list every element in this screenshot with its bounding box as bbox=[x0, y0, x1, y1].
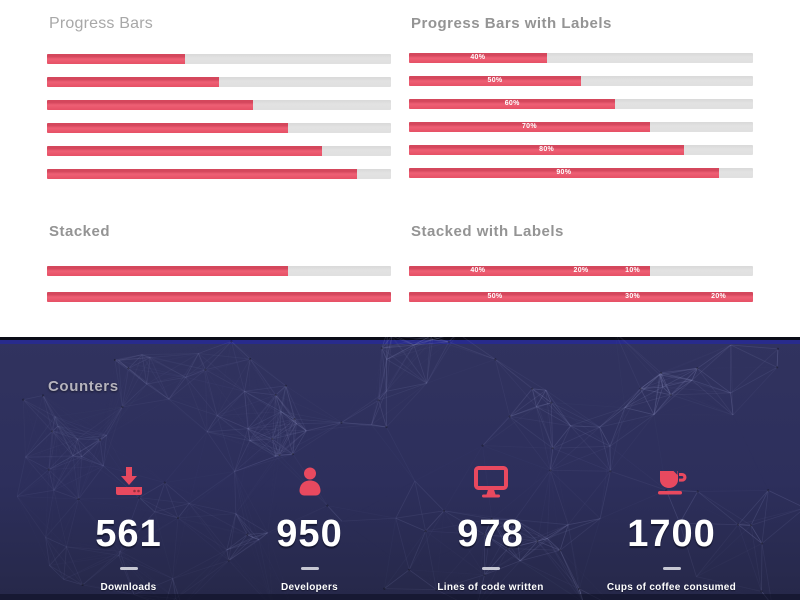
counter: 978 Lines of code written bbox=[400, 464, 581, 593]
segment-percent-label: 10% bbox=[625, 267, 641, 274]
counter-divider bbox=[119, 567, 138, 570]
progress-bar: 60% bbox=[409, 99, 753, 109]
progress-demo-area: Progress Bars Progress Bars with Labels … bbox=[47, 15, 753, 318]
counter-label: Downloads bbox=[100, 582, 157, 593]
progress-fill-segment: 20% bbox=[684, 292, 753, 302]
section-title-counters: Counters bbox=[48, 378, 119, 395]
section-top-edge-dark bbox=[0, 337, 800, 340]
progress-bars-group bbox=[47, 54, 391, 179]
progress-bar: 90% bbox=[409, 168, 753, 178]
progress-fill-segment bbox=[47, 100, 254, 110]
progress-bar: 40% bbox=[409, 53, 753, 63]
stacked-labeled-section: Stacked with Labels 40% 20% 10% 50% 30% 20% bbox=[409, 223, 753, 318]
section-title-stacked: Stacked bbox=[49, 223, 111, 240]
segment-percent-label: 30% bbox=[625, 293, 641, 300]
segment-percent-label: 20% bbox=[573, 267, 589, 274]
progress-bar: 70% bbox=[409, 122, 753, 132]
progress-bars-labeled-section: Progress Bars with Labels 40% 50% 60% 70% 80… bbox=[409, 15, 753, 192]
progress-bar: 50% bbox=[409, 76, 753, 86]
progress-fill-segment: 50% bbox=[409, 76, 581, 86]
person-icon bbox=[219, 464, 400, 502]
progress-fill-segment bbox=[322, 292, 391, 302]
progress-row: Progress Bars Progress Bars with Labels … bbox=[47, 15, 753, 192]
counter-divider bbox=[481, 567, 500, 570]
counter-label: Lines of code written bbox=[437, 582, 544, 593]
progress-fill-segment: 80% bbox=[409, 145, 685, 155]
counter: 950 Developers bbox=[219, 464, 400, 593]
progress-fill-segment bbox=[47, 54, 185, 64]
counter: 1700 Cups of coffee consumed bbox=[581, 464, 762, 593]
stacked-section: Stacked bbox=[47, 223, 391, 318]
progress-fill-segment bbox=[47, 123, 288, 133]
progress-fill-segment: 40% bbox=[409, 266, 547, 276]
counter-divider bbox=[300, 567, 319, 570]
counter-value: 978 bbox=[457, 513, 524, 555]
stacked-bars-labeled-group: 40% 20% 10% 50% 30% 20% bbox=[409, 266, 753, 302]
progress-fill-segment: 60% bbox=[409, 99, 616, 109]
counter-value: 561 bbox=[95, 513, 162, 555]
segment-percent-label: 50% bbox=[487, 77, 503, 84]
progress-bar: 40% 20% 10% bbox=[409, 266, 753, 276]
progress-bar: 50% 30% 20% bbox=[409, 292, 753, 302]
segment-percent-label: 80% bbox=[539, 146, 555, 153]
monitor-icon bbox=[400, 464, 581, 502]
segment-percent-label: 20% bbox=[711, 293, 727, 300]
segment-percent-label: 40% bbox=[470, 54, 486, 61]
counters-section: Counters 561 Downloads 950 Developers 978 Lin… bbox=[0, 337, 800, 600]
counter-label: Developers bbox=[281, 582, 338, 593]
progress-bars-labeled-group: 40% 50% 60% 70% 80% 90% bbox=[409, 53, 753, 178]
progress-fill-segment bbox=[219, 292, 323, 302]
progress-bar bbox=[47, 169, 391, 179]
counter-value: 1700 bbox=[627, 513, 716, 555]
progress-fill-segment: 10% bbox=[615, 266, 650, 276]
progress-bar bbox=[47, 146, 391, 156]
progress-fill-segment bbox=[47, 169, 357, 179]
progress-bars-section: Progress Bars bbox=[47, 15, 391, 192]
segment-percent-label: 60% bbox=[504, 100, 520, 107]
progress-bar: 80% bbox=[409, 145, 753, 155]
counter-row: 561 Downloads 950 Developers 978 Lines of cod… bbox=[38, 464, 762, 593]
section-title-progress-bars: Progress Bars bbox=[49, 15, 153, 32]
segment-percent-label: 40% bbox=[470, 267, 486, 274]
progress-fill-segment bbox=[47, 146, 323, 156]
progress-fill-segment bbox=[47, 77, 219, 87]
stacked-bars-group bbox=[47, 266, 391, 302]
progress-fill-segment: 70% bbox=[409, 122, 650, 132]
stacked-row: Stacked Stacked with Labels 40% 20% 10% 50%… bbox=[47, 223, 753, 318]
download-icon bbox=[38, 464, 219, 502]
progress-fill-segment bbox=[47, 266, 185, 276]
progress-fill-segment: 50% bbox=[409, 292, 581, 302]
counter-divider bbox=[662, 567, 681, 570]
progress-bar bbox=[47, 123, 391, 133]
counter: 561 Downloads bbox=[38, 464, 219, 593]
progress-bar bbox=[47, 292, 391, 302]
progress-fill-segment bbox=[253, 266, 288, 276]
counter-label: Cups of coffee consumed bbox=[606, 582, 737, 593]
progress-fill-segment: 40% bbox=[409, 53, 547, 63]
segment-percent-label: 90% bbox=[556, 169, 572, 176]
progress-fill-segment: 90% bbox=[409, 168, 719, 178]
progress-bar bbox=[47, 100, 391, 110]
progress-bar bbox=[47, 54, 391, 64]
progress-bar bbox=[47, 77, 391, 87]
section-bottom-strip bbox=[0, 594, 800, 600]
section-top-edge-blue bbox=[0, 340, 800, 344]
progress-fill-segment bbox=[47, 292, 219, 302]
coffee-cup-icon bbox=[581, 464, 762, 502]
progress-fill-segment bbox=[184, 266, 254, 276]
counter-value: 950 bbox=[276, 513, 343, 555]
progress-bar bbox=[47, 266, 391, 276]
segment-percent-label: 70% bbox=[521, 123, 537, 130]
section-title-stacked-labeled: Stacked with Labels bbox=[411, 223, 564, 240]
progress-fill-segment: 30% bbox=[581, 292, 685, 302]
section-title-progress-bars-labeled: Progress Bars with Labels bbox=[411, 15, 612, 32]
segment-percent-label: 50% bbox=[487, 293, 503, 300]
progress-fill-segment: 20% bbox=[546, 266, 616, 276]
